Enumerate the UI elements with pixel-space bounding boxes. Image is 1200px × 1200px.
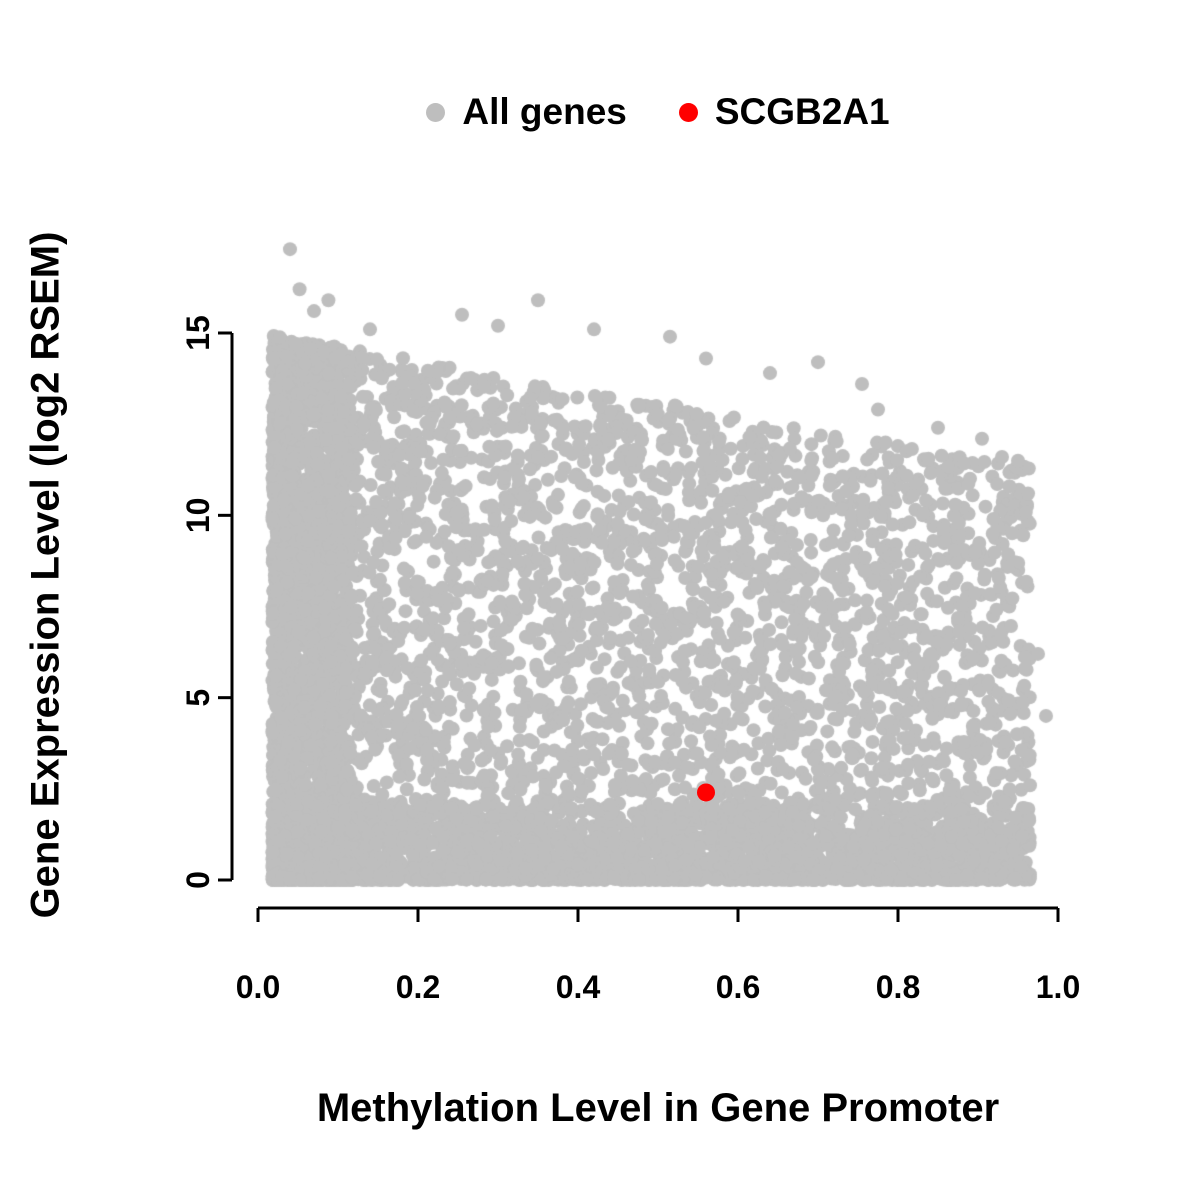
y-tick-label: 10 xyxy=(180,498,216,534)
x-tick-label: 0.4 xyxy=(556,969,601,1005)
legend-marker-all-genes xyxy=(426,102,446,122)
y-tick-label: 5 xyxy=(180,689,216,707)
x-tick-label: 1.0 xyxy=(1036,969,1080,1005)
x-tick-label: 0.8 xyxy=(876,969,920,1005)
legend-marker-scgb2a1 xyxy=(678,102,698,122)
x-tick-label: 0.0 xyxy=(236,969,280,1005)
y-tick-label: 15 xyxy=(180,315,216,351)
legend: All genes SCGB2A1 xyxy=(58,91,1200,133)
legend-item-scgb2a1: SCGB2A1 xyxy=(678,91,890,133)
x-axis-title: Methylation Level in Gene Promoter xyxy=(316,1086,1000,1130)
legend-item-all-genes: All genes xyxy=(426,91,627,133)
x-tick-label: 0.2 xyxy=(396,969,440,1005)
y-axis-title: Gene Expression Level (log2 RSEM) xyxy=(23,231,68,919)
highlighted-gene-point-scgb2a1 xyxy=(697,783,715,802)
legend-label-scgb2a1: SCGB2A1 xyxy=(714,91,890,132)
y-tick-label: 0 xyxy=(180,871,216,889)
x-tick-label: 0.6 xyxy=(716,969,760,1005)
legend-label-all-genes: All genes xyxy=(462,91,627,132)
